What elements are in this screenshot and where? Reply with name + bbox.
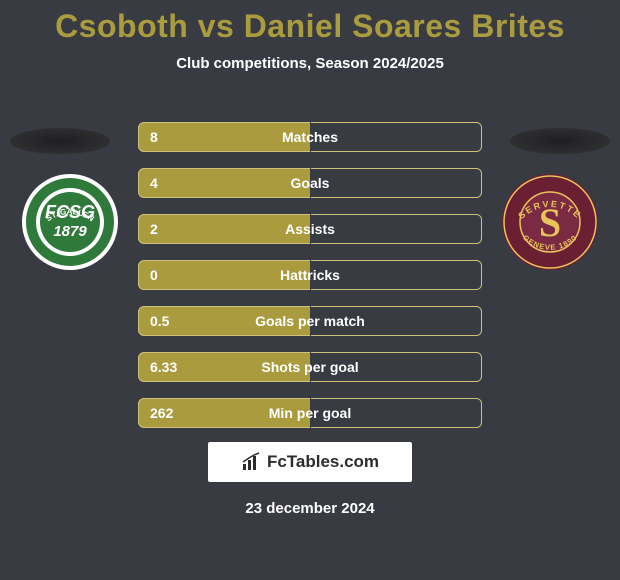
stat-value: 8 — [150, 129, 158, 145]
player-shadow-left — [10, 128, 110, 154]
club-logo-right: S SERVETTE GENEVE 1890 — [500, 172, 600, 272]
club-left-text-bottom: 1879 — [53, 223, 87, 240]
stat-bar-empty-right — [310, 168, 482, 198]
stat-row: 8 Matches — [138, 122, 482, 152]
stat-row: 0 Hattricks — [138, 260, 482, 290]
stat-label: Assists — [285, 221, 335, 237]
stat-row: 262 Min per goal — [138, 398, 482, 428]
stat-row: 0.5 Goals per match — [138, 306, 482, 336]
stat-label: Goals per match — [255, 313, 365, 329]
watermark-text: FcTables.com — [267, 452, 379, 472]
chart-icon — [241, 452, 263, 472]
stat-value: 0 — [150, 267, 158, 283]
stat-row: 2 Assists — [138, 214, 482, 244]
footer-date: 23 december 2024 — [245, 500, 374, 517]
stat-value: 4 — [150, 175, 158, 191]
stat-label: Goals — [291, 175, 330, 191]
player-shadow-right — [510, 128, 610, 154]
stat-bar-empty-right — [310, 214, 482, 244]
stat-value: 0.5 — [150, 313, 169, 329]
stat-value: 262 — [150, 405, 173, 421]
stat-label: Min per goal — [269, 405, 351, 421]
stat-label: Shots per goal — [261, 359, 358, 375]
page-title: Csoboth vs Daniel Soares Brites — [0, 0, 620, 45]
club-logo-left: FCSG 1879 ST. GALLEN — [20, 172, 120, 272]
stat-value: 6.33 — [150, 359, 177, 375]
stats-bars: 8 Matches 4 Goals 2 Assists 0 Hattricks 0.5 Goals… — [138, 122, 482, 444]
stat-label: Matches — [282, 129, 338, 145]
stat-row: 6.33 Shots per goal — [138, 352, 482, 382]
stat-label: Hattricks — [280, 267, 340, 283]
stat-row: 4 Goals — [138, 168, 482, 198]
watermark: FcTables.com — [208, 442, 412, 482]
stat-value: 2 — [150, 221, 158, 237]
subtitle: Club competitions, Season 2024/2025 — [0, 55, 620, 72]
